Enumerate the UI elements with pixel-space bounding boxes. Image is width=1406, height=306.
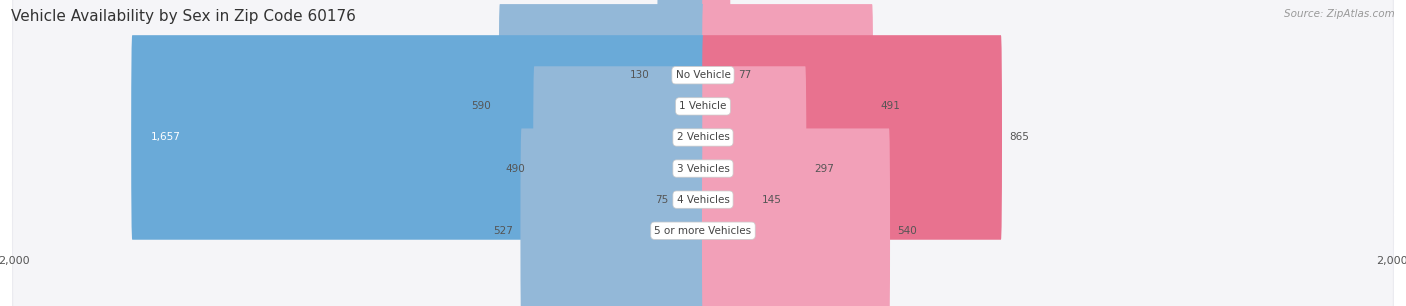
FancyBboxPatch shape [702,129,890,306]
Text: 1 Vehicle: 1 Vehicle [679,101,727,111]
FancyBboxPatch shape [702,66,807,271]
FancyBboxPatch shape [13,0,1393,306]
FancyBboxPatch shape [13,0,1393,306]
Text: 130: 130 [630,70,650,80]
FancyBboxPatch shape [13,0,1393,306]
Text: No Vehicle: No Vehicle [675,70,731,80]
Text: 491: 491 [880,101,901,111]
Text: 77: 77 [738,70,751,80]
FancyBboxPatch shape [14,32,1392,306]
FancyBboxPatch shape [702,0,731,177]
Text: 865: 865 [1010,132,1029,143]
FancyBboxPatch shape [13,0,1393,306]
Text: 4 Vehicles: 4 Vehicles [676,195,730,205]
FancyBboxPatch shape [702,97,754,302]
FancyBboxPatch shape [676,97,704,302]
Text: 1,657: 1,657 [152,132,181,143]
FancyBboxPatch shape [14,1,1392,306]
Text: 527: 527 [494,226,513,236]
FancyBboxPatch shape [131,35,704,240]
Text: 5 or more Vehicles: 5 or more Vehicles [654,226,752,236]
Text: 2 Vehicles: 2 Vehicles [676,132,730,143]
FancyBboxPatch shape [13,0,1393,306]
Text: 490: 490 [506,163,526,174]
FancyBboxPatch shape [14,0,1392,305]
FancyBboxPatch shape [14,0,1392,274]
FancyBboxPatch shape [702,35,1002,240]
FancyBboxPatch shape [533,66,704,271]
FancyBboxPatch shape [657,0,704,177]
FancyBboxPatch shape [14,0,1392,306]
Text: 540: 540 [897,226,917,236]
Text: 75: 75 [655,195,669,205]
Text: Source: ZipAtlas.com: Source: ZipAtlas.com [1284,9,1395,19]
Text: 590: 590 [471,101,491,111]
Text: Vehicle Availability by Sex in Zip Code 60176: Vehicle Availability by Sex in Zip Code … [11,9,356,24]
FancyBboxPatch shape [702,4,873,209]
FancyBboxPatch shape [499,4,704,209]
FancyBboxPatch shape [13,0,1393,306]
FancyBboxPatch shape [14,0,1392,306]
FancyBboxPatch shape [520,129,704,306]
Text: 3 Vehicles: 3 Vehicles [676,163,730,174]
Text: 145: 145 [762,195,782,205]
Text: 297: 297 [814,163,834,174]
